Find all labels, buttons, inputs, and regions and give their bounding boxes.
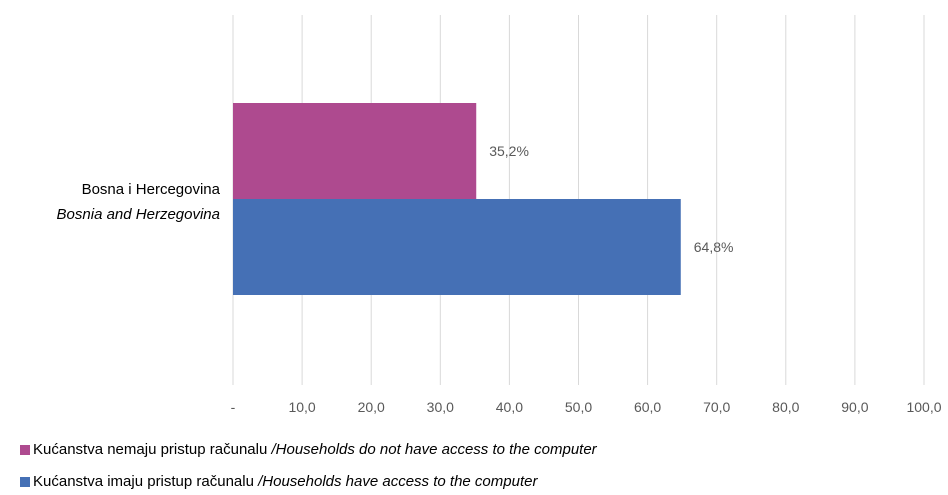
bar [233, 103, 477, 199]
data-labels: 35,2% 64,8% [489, 143, 733, 255]
x-tick-label: 60,0 [634, 399, 661, 415]
x-tick-label: 70,0 [703, 399, 730, 415]
legend-label-english: /Households have access to the computer [258, 473, 538, 490]
x-tick-label: 100,0 [906, 399, 941, 415]
x-tick-label: 80,0 [772, 399, 799, 415]
data-label: 35,2% [489, 143, 529, 159]
x-tick-label: 30,0 [427, 399, 454, 415]
bar [233, 199, 681, 295]
legend-swatch [20, 477, 30, 487]
legend-item-access: Kućanstva imaju pristup računalu /Househ… [20, 473, 537, 490]
x-tick-label: 90,0 [841, 399, 868, 415]
legend-label: Kućanstva imaju pristup računalu [33, 473, 254, 490]
chart: 35,2% 64,8% - 10,0 20,0 30,0 40,0 50,0 60,0 70,0… [57, 15, 942, 415]
x-tick-label: 50,0 [565, 399, 592, 415]
category-labels: Bosna i Hercegovina Bosnia and Herzegovi… [57, 181, 221, 223]
x-tick-label: - [231, 399, 236, 415]
data-label: 64,8% [694, 239, 734, 255]
category-label-english: Bosnia and Herzegovina [57, 206, 220, 223]
legend-label-english: /Households do not have access to the co… [271, 441, 597, 458]
category-label: Bosna i Hercegovina [82, 181, 221, 198]
bars [233, 103, 681, 295]
legend-swatch [20, 445, 30, 455]
legend-label: Kućanstva nemaju pristup računalu [33, 441, 268, 458]
legend-item-no-access: Kućanstva nemaju pristup računalu /House… [20, 441, 597, 458]
x-tick-label: 20,0 [358, 399, 385, 415]
x-tick-labels: - 10,0 20,0 30,0 40,0 50,0 60,0 70,0 80,0 90,0 100… [231, 399, 942, 415]
x-tick-label: 10,0 [288, 399, 315, 415]
x-tick-label: 40,0 [496, 399, 523, 415]
